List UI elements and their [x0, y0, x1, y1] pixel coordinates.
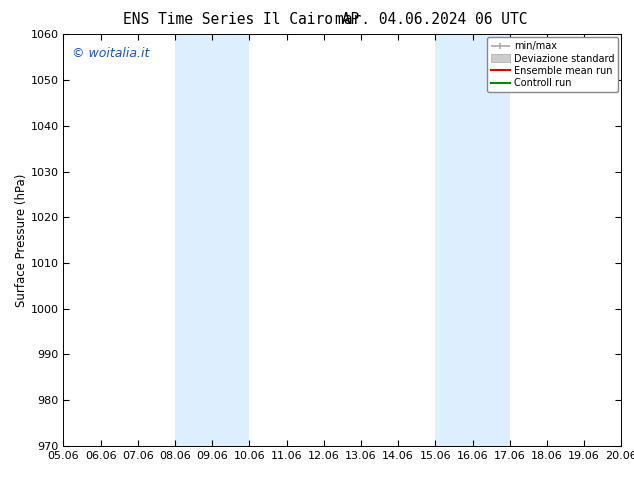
Bar — [436, 34, 510, 446]
Text: ENS Time Series Il Cairo AP: ENS Time Series Il Cairo AP — [123, 12, 359, 27]
Bar — [175, 34, 249, 446]
Text: mar. 04.06.2024 06 UTC: mar. 04.06.2024 06 UTC — [335, 12, 527, 27]
Y-axis label: Surface Pressure (hPa): Surface Pressure (hPa) — [15, 173, 28, 307]
Text: © woitalia.it: © woitalia.it — [72, 47, 149, 60]
Legend: min/max, Deviazione standard, Ensemble mean run, Controll run: min/max, Deviazione standard, Ensemble m… — [487, 37, 618, 92]
